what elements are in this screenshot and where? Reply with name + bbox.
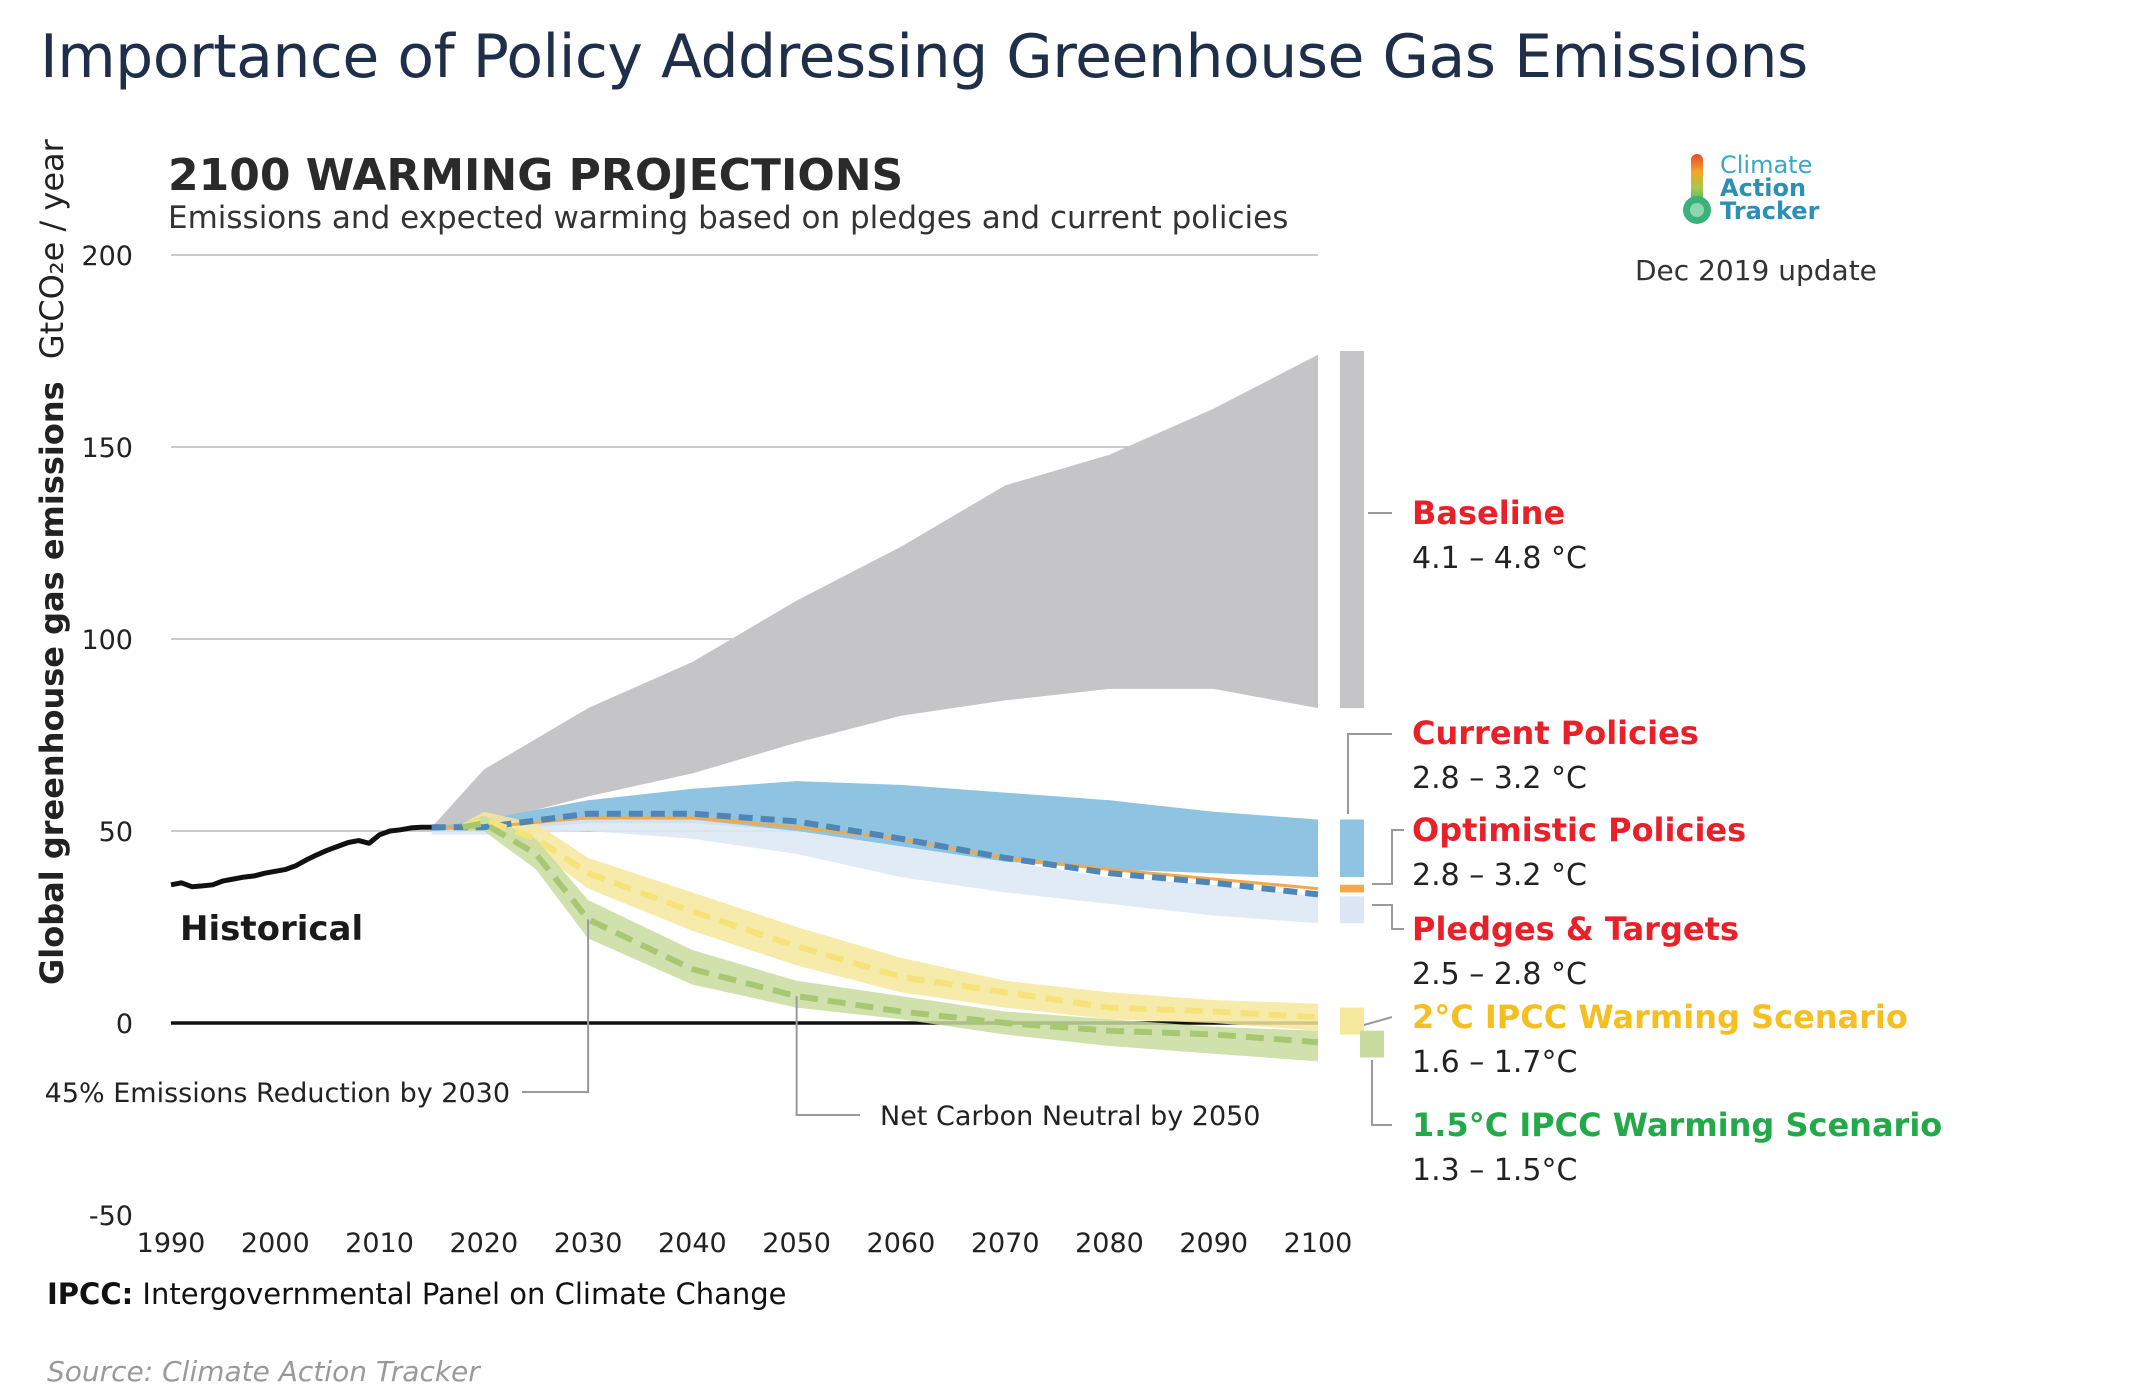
legend-leader-current-policies [1347,733,1392,814]
legend-warming-pledges-targets: 2.5 – 2.8 °C [1412,957,1587,992]
legend-name-pledges-targets: Pledges & Targets [1412,910,1739,948]
x-tick-2070: 2070 [971,1228,1040,1259]
line-historical [170,824,432,890]
bar-2100-2-c-ipcc-warming-scenario [1340,1007,1364,1035]
legend-leader-pledges-targets [1372,904,1404,930]
legend-warming-1-5-c-ipcc-warming-scenario: 1.3 – 1.5°C [1412,1153,1577,1188]
line-current-policies-median [431,810,1319,898]
legend-name-current-policies: Current Policies [1412,714,1699,752]
annotation-2050: Net Carbon Neutral by 2050 [880,1101,1260,1132]
footnote: IPCC: Intergovernmental Panel on Climate… [47,1277,786,1311]
x-tick-2030: 2030 [554,1228,623,1259]
annotation-leader-2050 [795,996,860,1116]
band-2-c-ipcc-warming-scenario [463,811,1318,1031]
logo-line-3: Tracker [1720,197,1820,225]
legend-warming-current-policies: 2.8 – 3.2 °C [1412,761,1587,796]
band-current-policies [431,781,1318,878]
legend-warming-baseline: 4.1 – 4.8 °C [1412,541,1587,576]
page-title: Importance of Policy Addressing Greenhou… [40,22,1808,92]
line-1-5-c-median [462,820,1319,1046]
legend-name-1-5-c-ipcc-warming-scenario: 1.5°C IPCC Warming Scenario [1412,1106,1942,1144]
y-tick-100: 100 [81,625,133,656]
legend-name-optimistic-policies: Optimistic Policies [1412,811,1746,849]
x-tick-2000: 2000 [241,1228,310,1259]
y-tick-50: 50 [99,817,133,848]
y-axis-label-main: Global greenhouse gas emissions [33,381,71,985]
update-date: Dec 2019 update [1635,254,1877,287]
legend-leader-2-c-ipcc-warming-scenario [1363,1016,1393,1026]
bar-2100-current-policies [1340,819,1364,878]
y-tick-200: 200 [81,241,133,272]
x-tick-2080: 2080 [1075,1228,1144,1259]
source-note: Source: Climate Action Tracker [47,1355,480,1388]
y-tick-0: 0 [116,1009,133,1040]
bar-2100-optimistic-policies [1340,884,1364,893]
y-axis-label: Global greenhouse gas emissions GtCO₂e /… [33,138,71,985]
tick-labels: 1990 2000 2010 2020 2030 2040 2050 2060 2070 2080… [81,241,1352,1259]
footnote-text: Intergovernmental Panel on Climate Chang… [133,1277,787,1311]
y-tick-150: 150 [81,433,133,464]
logo-line-1: Climate [1720,151,1813,179]
legend-leader-optimistic-policies [1372,829,1404,885]
series-lines: Historical [170,810,1319,1046]
chart-subtitle: Emissions and expected warming based on … [168,200,1288,236]
x-tick-2060: 2060 [867,1228,936,1259]
annotation-2030: 45% Emissions Reduction by 2030 [45,1078,510,1109]
bar-2100-baseline [1340,351,1364,709]
x-tick-2050: 2050 [762,1228,831,1259]
legend-warming-2-c-ipcc-warming-scenario: 1.6 – 1.7°C [1412,1045,1577,1080]
y-axis-label-unit: GtCO₂e / year [33,138,71,359]
bands [431,354,1318,1062]
logo-text: Climate Action Tracker [1720,151,1820,225]
legend: Baseline 4.1 – 4.8 °C Current Policies 2.8 … [1347,494,1942,1188]
thermometer-icon [1683,154,1711,224]
bar-2100-1-5-c-ipcc-warming-scenario [1360,1030,1384,1058]
line-2-c-median [461,816,1319,1021]
historical-label: Historical [180,909,363,949]
bars-2100 [1340,351,1384,1058]
x-tick-1990: 1990 [137,1228,206,1259]
x-tick-2100: 2100 [1284,1228,1353,1259]
x-tick-2010: 2010 [345,1228,414,1259]
annotation-leader-2030 [522,919,590,1093]
footnote-abbr: IPCC: [47,1277,134,1311]
legend-name-2-c-ipcc-warming-scenario: 2°C IPCC Warming Scenario [1412,998,1908,1036]
x-tick-2020: 2020 [449,1228,518,1259]
annotations: 45% Emissions Reduction by 2030 Net Carbo… [45,919,1260,1132]
x-tick-2090: 2090 [1179,1228,1248,1259]
chart-title: 2100 WARMING PROJECTIONS [168,150,903,201]
logo-panel [1505,148,1915,308]
band-pledges-targets [431,819,1318,924]
logo-line-2: Action [1720,174,1807,202]
legend-leader-1-5-c-ipcc-warming-scenario [1371,1060,1392,1126]
y-tick--50: -50 [89,1201,133,1232]
bar-2100-pledges-targets [1340,896,1364,924]
legend-warming-optimistic-policies: 2.8 – 3.2 °C [1412,858,1587,893]
band-baseline [431,354,1318,828]
legend-name-baseline: Baseline [1412,494,1565,532]
x-tick-2040: 2040 [658,1228,727,1259]
